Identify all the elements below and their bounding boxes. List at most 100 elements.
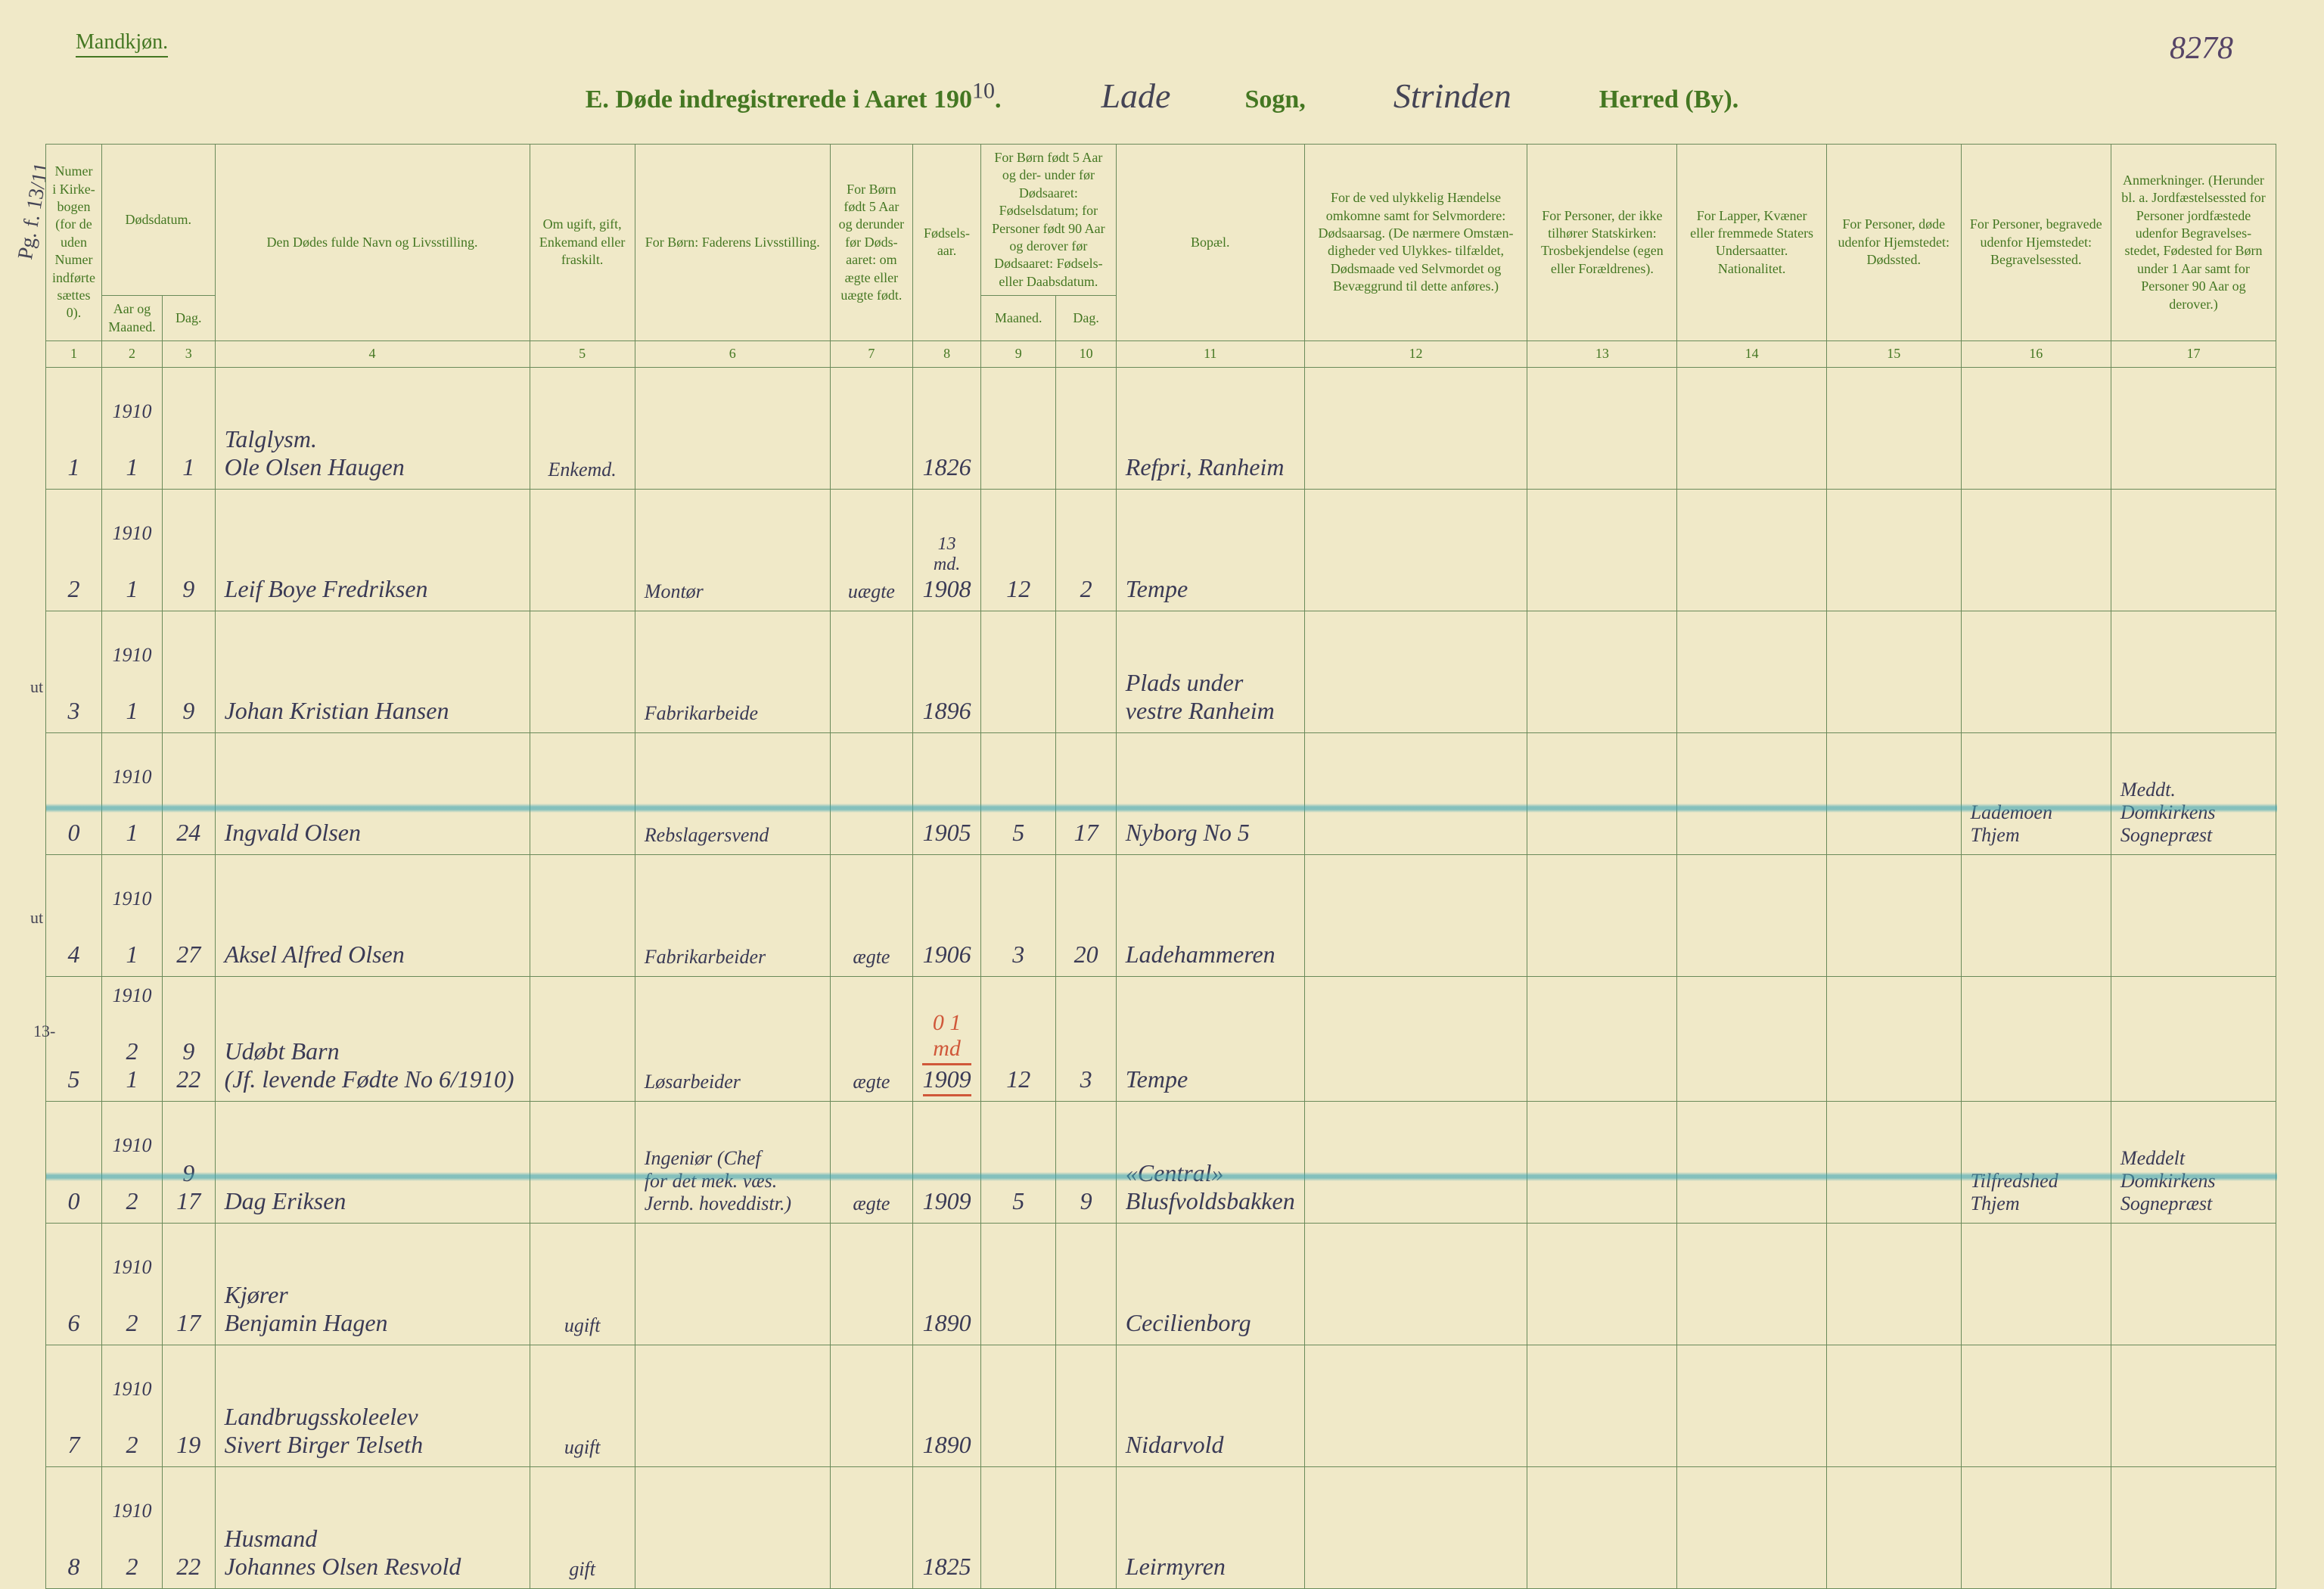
cell-father-occupation: Rebslagersvend <box>635 732 830 854</box>
cell-legitimacy: uægte <box>830 489 912 611</box>
cell-name: LandbrugsskoleelevSivert Birger Telseth <box>215 1345 530 1466</box>
colnum: 11 <box>1116 340 1304 367</box>
cell-legitimacy <box>830 732 912 854</box>
col-header-7: For Børn født 5 Aar og derunder før Døds… <box>830 145 912 341</box>
table-row: 61910217KjørerBenjamin Hagenugift1890Cec… <box>46 1223 2277 1345</box>
colnum: 9 <box>981 340 1056 367</box>
cell-cause <box>1304 1223 1527 1345</box>
cell-name: Talglysm.Ole Olsen Haugen <box>215 367 530 489</box>
col-header-4: Den Dødes fulde Navn og Livsstilling. <box>215 145 530 341</box>
cell-num: 6 <box>46 1223 102 1345</box>
cell-confession <box>1527 1466 1677 1588</box>
title-prefix: E. Døde indregistrerede i Aaret 190 <box>586 86 972 114</box>
col-header-11: Bopæl. <box>1116 145 1304 341</box>
cell-birth-month: 3 <box>981 854 1056 976</box>
cell-burial-place <box>1961 1345 2111 1466</box>
cell-death-place <box>1826 854 1961 976</box>
cell-birth-day <box>1056 611 1116 732</box>
cell-day: 22 <box>162 1466 215 1588</box>
cell-legitimacy: ægte <box>830 976 912 1101</box>
cell-remarks <box>2111 976 2276 1101</box>
cell-cause <box>1304 854 1527 976</box>
cell-marital <box>530 854 635 976</box>
cell-cause <box>1304 489 1527 611</box>
cell-num: 4 <box>46 854 102 976</box>
cell-residence: Tempe <box>1116 976 1304 1101</box>
cell-birth-month: 5 <box>981 1101 1056 1223</box>
cell-remarks: Meddt.DomkirkensSognepræst <box>2111 732 2276 854</box>
title-year-super: 10 <box>972 79 995 104</box>
cell-nationality <box>1677 976 1826 1101</box>
cell-father-occupation: Fabrikarbeider <box>635 854 830 976</box>
cell-birth-year: 1825 <box>913 1466 981 1588</box>
colnum: 7 <box>830 340 912 367</box>
sogn-label: Sogn, <box>1244 86 1305 114</box>
cell-remarks <box>2111 1345 2276 1466</box>
cell-num: 0 <box>46 732 102 854</box>
cell-cause <box>1304 611 1527 732</box>
cell-father-occupation: Fabrikarbeide <box>635 611 830 732</box>
sogn-value: Lade <box>1052 76 1219 117</box>
cell-residence: Ladehammeren <box>1116 854 1304 976</box>
cell-marital <box>530 976 635 1101</box>
cell-residence: Nyborg No 5 <box>1116 732 1304 854</box>
cell-year-month: 19101 <box>101 367 162 489</box>
cell-name: HusmandJohannes Olsen Resvold <box>215 1466 530 1588</box>
cell-birth-year: 1909 <box>913 1101 981 1223</box>
cell-father-occupation <box>635 1466 830 1588</box>
margin-mark: ut <box>30 677 43 697</box>
cell-birth-month <box>981 1345 1056 1466</box>
col-header-9: Maaned. <box>981 296 1056 341</box>
cell-cause <box>1304 367 1527 489</box>
cell-cause <box>1304 732 1527 854</box>
cell-num: 3 <box>46 611 102 732</box>
cell-remarks <box>2111 854 2276 976</box>
cell-birth-month <box>981 1466 1056 1588</box>
cell-marital <box>530 489 635 611</box>
cell-birth-day <box>1056 1223 1116 1345</box>
cell-residence: Nidarvold <box>1116 1345 1304 1466</box>
cell-marital <box>530 1101 635 1223</box>
cell-birth-day: 17 <box>1056 732 1116 854</box>
cell-birth-day: 9 <box>1056 1101 1116 1223</box>
cell-remarks <box>2111 489 2276 611</box>
cell-name: Dag Eriksen <box>215 1101 530 1223</box>
cell-legitimacy <box>830 1345 912 1466</box>
cell-father-occupation: Løsarbeider <box>635 976 830 1101</box>
cell-marital: gift <box>530 1466 635 1588</box>
colnum: 2 <box>101 340 162 367</box>
cell-legitimacy <box>830 611 912 732</box>
cell-marital: ugift <box>530 1223 635 1345</box>
death-register-table: Numer i Kirke- bogen (for de uden Numer … <box>45 144 2277 1589</box>
cell-burial-place <box>1961 1223 2111 1345</box>
cell-marital <box>530 611 635 732</box>
table-body: 1191011Talglysm.Ole Olsen HaugenEnkemd.1… <box>46 367 2277 1588</box>
cell-num: 8 <box>46 1466 102 1588</box>
cell-day: 917 <box>162 1101 215 1223</box>
cell-birth-year: 0 1 md1909 <box>913 976 981 1101</box>
cell-day: 922 <box>162 976 215 1101</box>
cell-birth-year: 1826 <box>913 367 981 489</box>
cell-birth-day <box>1056 1345 1116 1466</box>
cell-birth-day: 2 <box>1056 489 1116 611</box>
cell-name: Aksel Alfred Olsen <box>215 854 530 976</box>
cell-burial-place <box>1961 854 2111 976</box>
cell-father-occupation: Montør <box>635 489 830 611</box>
cell-father-occupation <box>635 1223 830 1345</box>
colnum: 13 <box>1527 340 1677 367</box>
cell-burial-place <box>1961 976 2111 1101</box>
cell-marital: Enkemd. <box>530 367 635 489</box>
cell-nationality <box>1677 732 1826 854</box>
colnum: 6 <box>635 340 830 367</box>
cell-confession <box>1527 367 1677 489</box>
cell-cause <box>1304 976 1527 1101</box>
cell-nationality <box>1677 1466 1826 1588</box>
margin-mark: 13- <box>33 1022 55 1041</box>
title-dot: . <box>995 86 1002 114</box>
cell-nationality <box>1677 1223 1826 1345</box>
cell-confession <box>1527 732 1677 854</box>
colnum: 12 <box>1304 340 1527 367</box>
cell-confession <box>1527 1345 1677 1466</box>
cell-birth-year: 1890 <box>913 1223 981 1345</box>
cell-nationality <box>1677 367 1826 489</box>
